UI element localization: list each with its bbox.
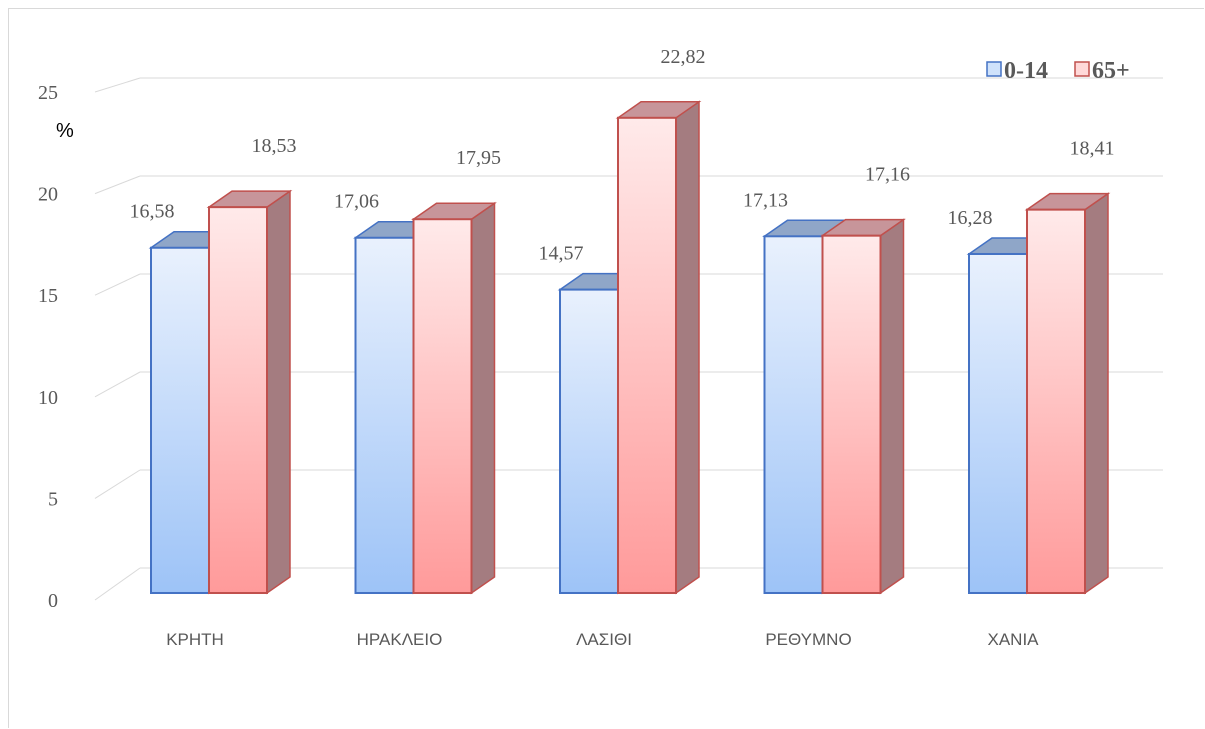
bar-front — [763, 235, 824, 595]
category-label: ΗΡΑΚΛΕΙΟ — [357, 630, 443, 649]
bar-front — [1026, 208, 1086, 595]
data-label: 14,57 — [539, 243, 584, 265]
legend-label-0-14: 0-14 — [1004, 58, 1048, 84]
bar-side — [879, 218, 905, 595]
y-tick-label: 20 — [38, 184, 58, 206]
bar-front — [821, 234, 882, 594]
gridline-depth — [94, 469, 141, 499]
y-axis-ticks: 0 5 10 15 20 25 — [38, 82, 58, 612]
gridline-depth — [94, 175, 141, 195]
bar-side — [266, 189, 291, 595]
data-label: 17,06 — [334, 191, 379, 213]
y-tick-label: 15 — [38, 285, 58, 307]
data-label: 22,82 — [661, 46, 706, 68]
y-tick-label: 0 — [48, 590, 58, 612]
bar-65-plus-2 — [411, 201, 497, 595]
data-labels: 16,58 18,53 17,06 17,95 14,57 22,82 17,13 17,16… — [130, 46, 1115, 265]
data-label: 18,41 — [1070, 138, 1115, 160]
gridline-depth — [94, 77, 141, 93]
bar-65-plus-5 — [1024, 192, 1111, 595]
data-label: 16,28 — [948, 207, 993, 229]
bar-side — [470, 201, 496, 595]
chart-frame — [8, 8, 1204, 728]
data-label: 17,95 — [456, 147, 501, 169]
data-label: 18,53 — [252, 135, 297, 157]
bar-65-plus-4 — [820, 218, 906, 595]
bar-side — [675, 100, 700, 595]
legend: 0-14 65+ — [986, 58, 1130, 84]
data-label: 17,13 — [743, 189, 788, 211]
y-tick-label: 5 — [48, 488, 58, 510]
bar-front — [208, 206, 268, 594]
bar-front — [150, 246, 210, 594]
bar-65-plus-1 — [206, 189, 293, 595]
y-axis-unit-label: % — [56, 120, 74, 142]
gridline-depth — [94, 567, 141, 601]
gridline-depth — [94, 273, 141, 296]
bar-front — [968, 252, 1028, 594]
data-label: 17,16 — [865, 164, 910, 186]
data-label: 16,58 — [130, 201, 175, 223]
y-tick-label: 10 — [38, 387, 58, 409]
legend-swatch-65-plus — [1074, 61, 1090, 77]
bar-65-plus-3 — [615, 100, 702, 595]
category-label: ΛΑΣΙΘΙ — [576, 630, 632, 649]
category-labels: ΚΡΗΤΗ ΗΡΑΚΛΕΙΟ ΛΑΣΙΘΙ ΡΕΘΥΜΝΟ ΧΑΝΙΑ — [166, 630, 1039, 649]
category-label: ΧΑΝΙΑ — [987, 630, 1039, 649]
gridline-depth — [94, 371, 141, 398]
bars — [148, 100, 1111, 595]
y-tick-label: 25 — [38, 82, 58, 104]
bar-side — [1084, 192, 1109, 595]
category-label: ΚΡΗΤΗ — [166, 630, 224, 649]
bar-front — [559, 288, 619, 594]
legend-swatch-0-14 — [986, 61, 1002, 77]
bar-front — [412, 218, 473, 595]
bar-front — [617, 116, 677, 594]
bar-front — [354, 236, 415, 594]
category-label: ΡΕΘΥΜΝΟ — [765, 630, 851, 649]
legend-label-65-plus: 65+ — [1092, 58, 1130, 84]
